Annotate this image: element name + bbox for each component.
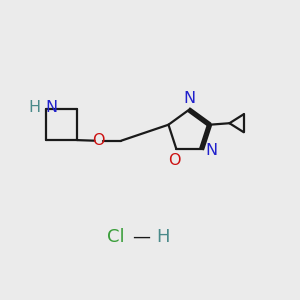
Text: —: — [132, 227, 150, 245]
Text: Cl: Cl [107, 228, 124, 246]
Text: H: H [28, 100, 40, 115]
Text: N: N [206, 143, 218, 158]
Text: N: N [45, 100, 57, 115]
Text: H: H [157, 228, 170, 246]
Text: O: O [168, 153, 180, 168]
Text: O: O [92, 133, 105, 148]
Text: N: N [183, 91, 195, 106]
